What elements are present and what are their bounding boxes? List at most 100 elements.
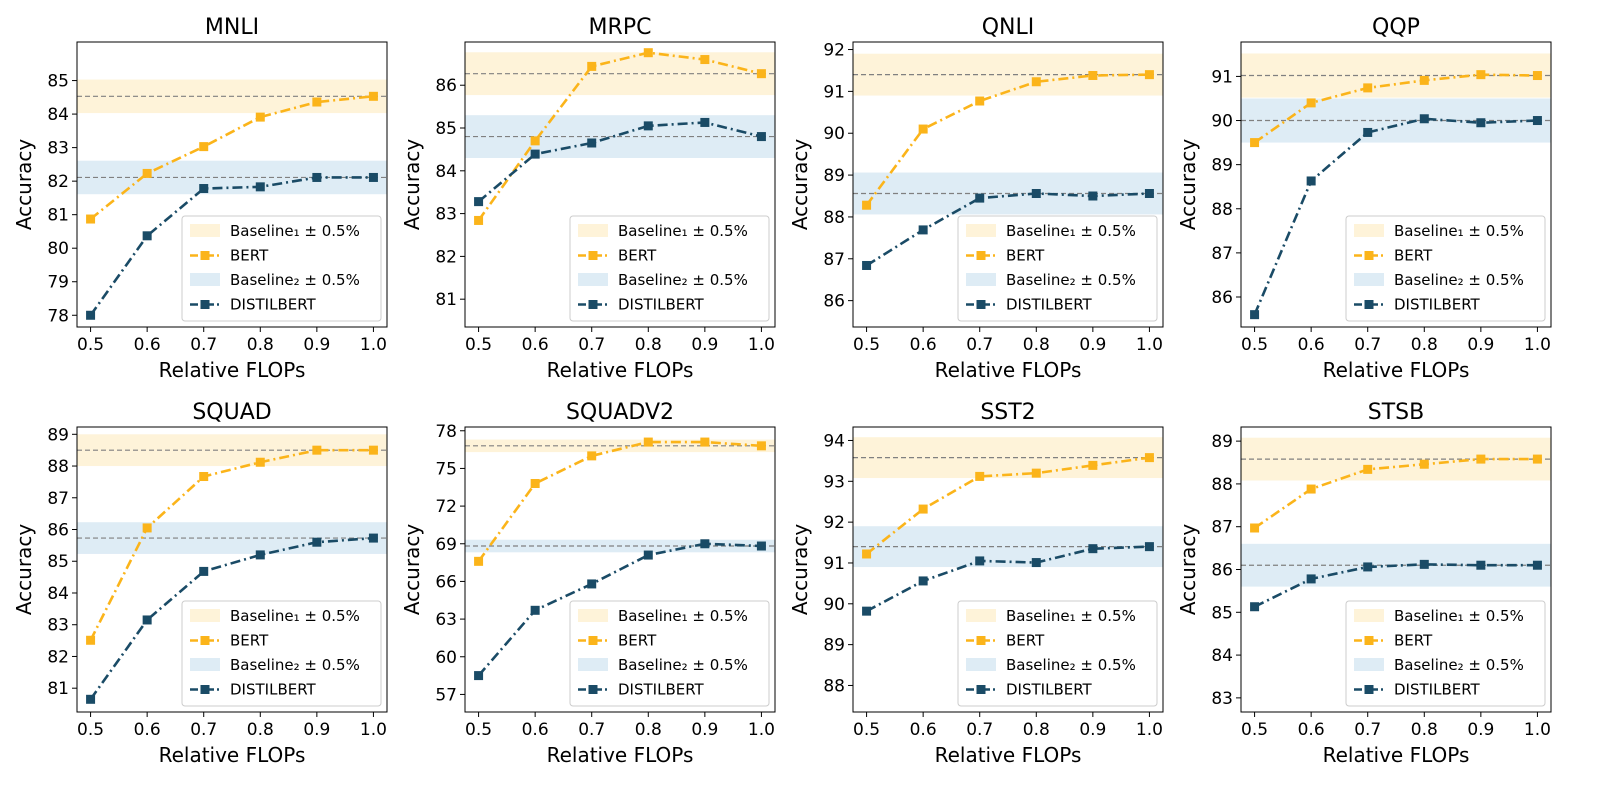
data-point-bert — [1532, 454, 1542, 464]
legend: Baseline₁ ± 0.5% BERT Baseline₂ ± 0.5% DIST… — [569, 215, 770, 322]
data-point-bert — [142, 523, 152, 533]
legend-marker — [588, 300, 598, 309]
data-point-bert — [918, 504, 928, 514]
data-point-bert — [368, 91, 378, 101]
x-tick-label: 0.7 — [190, 720, 217, 740]
data-point-bert — [1419, 75, 1429, 85]
legend-label: BERT — [1394, 632, 1433, 650]
legend-swatch-baseline2 — [578, 658, 608, 671]
series-line-distilbert — [477, 121, 762, 203]
plot-frame — [464, 426, 776, 713]
series-line-distilbert — [1253, 117, 1538, 316]
x-tick-label: 0.6 — [134, 335, 161, 355]
chart-panel-qnli: 0.5 0.6 0.7 0.8 0.9 1.0 86 87 88 89 90 91 92 QNLI Rela… — [788, 15, 1164, 382]
y-tick-label: 84 — [1211, 646, 1233, 666]
data-point-bert — [1250, 523, 1260, 533]
y-tick-label: 85 — [1211, 603, 1233, 623]
series-line-distilbert — [477, 542, 762, 677]
y-tick-label: 60 — [435, 648, 457, 668]
legend-box — [957, 600, 1158, 707]
data-point-bert — [975, 96, 985, 106]
y-tick-label: 88 — [823, 208, 845, 228]
legend-swatch-baseline1 — [578, 224, 608, 237]
data-point-distilbert — [255, 182, 265, 192]
y-axis-label: Accuracy — [1176, 524, 1200, 615]
y-axis-label: Accuracy — [400, 524, 424, 615]
data-point-bert — [199, 472, 209, 482]
data-point-bert — [530, 136, 540, 146]
y-tick-label: 86 — [47, 521, 69, 541]
y-tick-label: 57 — [435, 685, 457, 705]
legend: Baseline₁ ± 0.5% BERT Baseline₂ ± 0.5% DIST… — [181, 600, 382, 707]
y-tick-label: 66 — [435, 572, 457, 592]
x-tick-label: 1.0 — [1136, 335, 1163, 355]
data-point-bert — [587, 61, 597, 71]
legend-label: Baseline₁ ± 0.5% — [230, 222, 360, 240]
legend-label: DISTILBERT — [618, 296, 705, 314]
legend-box — [957, 215, 1158, 322]
legend-box — [181, 600, 382, 707]
x-axis-label: Relative FLOPs — [547, 358, 694, 382]
x-tick-label: 0.9 — [303, 335, 330, 355]
legend-label: BERT — [618, 247, 657, 265]
data-point-bert — [1144, 70, 1154, 80]
legend-label: Baseline₂ ± 0.5% — [1394, 271, 1524, 289]
data-point-distilbert — [86, 694, 96, 704]
legend-label: Baseline₂ ± 0.5% — [618, 271, 748, 289]
x-tick-label: 0.5 — [77, 720, 104, 740]
data-point-distilbert — [1031, 558, 1041, 568]
y-tick-label: 90 — [823, 595, 845, 615]
series-line-bert — [477, 51, 762, 222]
legend-marker — [200, 251, 210, 260]
data-point-bert — [1031, 77, 1041, 87]
chart-title: MNLI — [205, 15, 259, 40]
x-axis-label: Relative FLOPs — [159, 743, 306, 767]
x-tick-label: 0.7 — [1354, 335, 1381, 355]
legend-swatch-baseline2 — [1354, 658, 1384, 671]
data-point-distilbert — [918, 576, 928, 586]
x-tick-label: 0.5 — [77, 335, 104, 355]
data-point-bert — [700, 55, 710, 65]
data-point-bert — [862, 549, 872, 559]
x-tick-label: 0.9 — [1079, 335, 1106, 355]
legend-swatch-baseline2 — [966, 273, 996, 286]
data-point-bert — [1419, 459, 1429, 469]
data-point-bert — [643, 437, 653, 447]
x-tick-label: 0.7 — [1354, 720, 1381, 740]
legend-marker — [588, 251, 598, 260]
data-point-distilbert — [587, 579, 597, 589]
plot-frame — [76, 426, 388, 713]
y-tick-label: 91 — [823, 82, 845, 102]
data-point-bert — [255, 112, 265, 122]
legend-label: Baseline₂ ± 0.5% — [230, 656, 360, 674]
y-tick-label: 89 — [823, 166, 845, 186]
data-point-bert — [1144, 453, 1154, 463]
y-tick-label: 89 — [823, 636, 845, 656]
x-tick-label: 0.5 — [1241, 720, 1268, 740]
chart-panel-mrpc: 0.5 0.6 0.7 0.8 0.9 1.0 81 82 83 84 85 86 MRPC Relati… — [400, 15, 776, 382]
legend-marker — [1364, 300, 1374, 309]
y-tick-label: 88 — [1211, 200, 1233, 220]
data-point-distilbert — [1306, 574, 1316, 584]
data-point-bert — [474, 215, 484, 225]
data-point-bert — [1363, 83, 1373, 93]
y-tick-label: 83 — [47, 616, 69, 636]
y-tick-label: 85 — [47, 552, 69, 572]
y-tick-label: 90 — [1211, 112, 1233, 132]
y-tick-label: 82 — [47, 172, 69, 192]
legend-label: DISTILBERT — [1394, 296, 1481, 314]
x-tick-label: 0.8 — [247, 335, 274, 355]
y-tick-label: 87 — [1211, 518, 1233, 538]
data-point-distilbert — [199, 184, 209, 194]
data-point-distilbert — [312, 172, 322, 182]
legend-label: Baseline₁ ± 0.5% — [1394, 222, 1524, 240]
legend-marker — [976, 251, 986, 260]
x-tick-label: 0.9 — [303, 720, 330, 740]
y-tick-label: 81 — [47, 679, 69, 699]
legend-swatch-baseline2 — [966, 658, 996, 671]
series-line-bert — [89, 448, 374, 641]
data-point-bert — [1363, 464, 1373, 474]
legend-marker — [976, 636, 986, 645]
data-point-distilbert — [643, 121, 653, 131]
legend-label: BERT — [230, 247, 269, 265]
